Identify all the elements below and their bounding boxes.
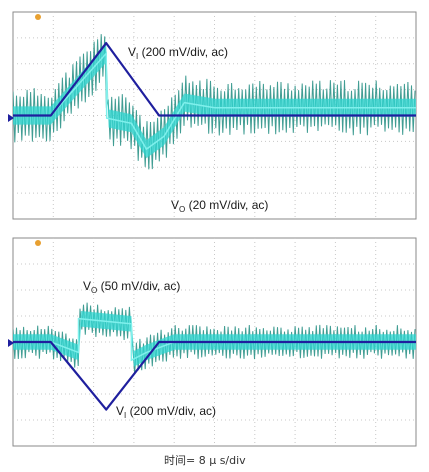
top-ground-marker-icon xyxy=(8,114,14,122)
bottom-scope-panel: VO (50 mV/div, ac) VI (200 mV/div, ac) xyxy=(8,237,417,447)
vo-ripple-trace xyxy=(13,34,416,170)
vi-trace xyxy=(13,42,416,117)
top-vo-label: VO (20 mV/div, ac) xyxy=(171,198,268,214)
vo-ripple-trace xyxy=(13,302,416,375)
top-grid xyxy=(13,12,416,219)
bottom-vi-label: VI (200 mV/div, ac) xyxy=(116,404,216,420)
vi-trace xyxy=(13,340,416,411)
vo-center-trace xyxy=(13,317,416,362)
bottom-channel-marker xyxy=(8,240,41,347)
vo-envelope-band xyxy=(13,311,416,367)
top-traces xyxy=(13,34,416,170)
bottom-trigger-marker-icon xyxy=(35,240,41,246)
bottom-vo-label: VO (50 mV/div, ac) xyxy=(83,279,180,295)
top-trigger-marker-icon xyxy=(35,14,41,20)
time-scale-footer: 时间= 8 µ s/div xyxy=(164,454,246,467)
top-channel-marker xyxy=(8,14,41,122)
vo-envelope-band xyxy=(13,44,416,159)
vo-center-trace xyxy=(13,51,416,151)
bottom-ground-marker-icon xyxy=(8,339,14,347)
top-scope-panel: VI (200 mV/div, ac) VO (20 mV/div, ac) xyxy=(8,11,417,220)
top-vi-label: VI (200 mV/div, ac) xyxy=(128,45,228,61)
bottom-traces xyxy=(13,302,416,411)
